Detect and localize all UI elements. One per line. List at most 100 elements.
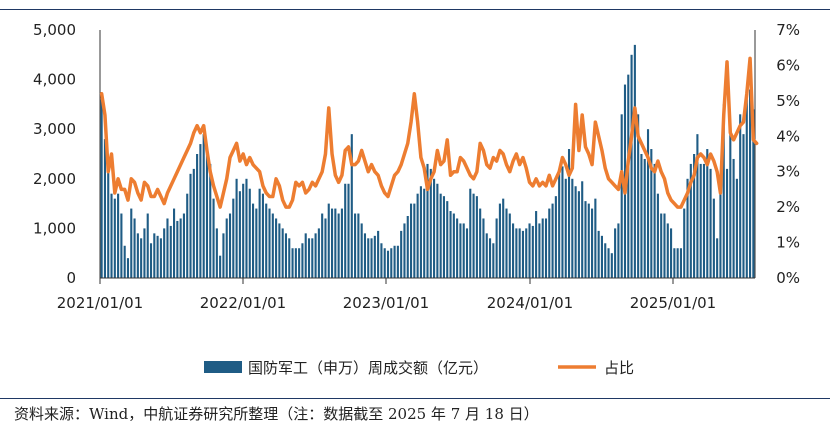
bar-182	[699, 163, 702, 278]
y-right-tick-4: 4%	[776, 127, 800, 145]
bar-180	[693, 154, 696, 278]
bar-51	[268, 208, 271, 278]
bar-138	[554, 196, 557, 278]
bar-80	[363, 233, 367, 278]
share-line	[99, 56, 759, 209]
bar-50	[265, 203, 268, 278]
bar-52	[271, 213, 274, 278]
bar-146	[581, 181, 584, 278]
bar-136	[548, 208, 551, 278]
bar-23	[176, 220, 179, 278]
bar-120	[495, 218, 498, 278]
x-tick-2: 2023/01/01	[343, 294, 429, 312]
bar-105	[446, 201, 449, 278]
bar-179	[689, 163, 692, 278]
bar-122	[502, 198, 505, 278]
bar-144	[574, 186, 577, 278]
bar-142	[567, 149, 571, 278]
bar-134	[541, 218, 544, 278]
bar-177	[683, 208, 686, 278]
bar-118	[488, 238, 492, 278]
bar-173	[670, 228, 673, 278]
bar-157	[617, 223, 620, 278]
bar-155	[610, 253, 613, 278]
bar-151	[597, 230, 600, 278]
bar-55	[281, 228, 284, 278]
bar-162	[633, 44, 636, 278]
bar-75	[347, 183, 350, 278]
bar-94	[409, 203, 413, 278]
bar-185	[709, 168, 712, 278]
bar-17	[156, 235, 159, 278]
y-left-tick-2: 2,000	[33, 170, 76, 188]
bar-77	[354, 213, 357, 278]
bar-76	[350, 134, 353, 278]
y-left-tick-5: 5,000	[33, 21, 76, 39]
bar-25	[182, 213, 185, 278]
bar-20	[166, 218, 169, 278]
bar-86	[383, 248, 386, 278]
bar-169	[656, 193, 659, 278]
bar-69	[327, 203, 330, 278]
bar-72	[337, 213, 340, 278]
bar-79	[360, 223, 363, 278]
bar-172	[666, 223, 669, 278]
bar-158	[620, 114, 623, 278]
bar-95	[413, 203, 416, 278]
bar-196	[745, 99, 748, 278]
y-left-tick-3: 3,000	[33, 120, 76, 138]
bar-178	[686, 178, 689, 278]
bar-191	[729, 129, 732, 278]
bar-98	[423, 188, 426, 278]
bar-107	[452, 213, 455, 278]
legend: 国防军工（申万）周成交额（亿元） 占比	[204, 359, 634, 377]
bar-143	[571, 178, 574, 278]
bar-18	[159, 238, 162, 278]
bar-40	[232, 198, 235, 278]
bar-195	[742, 134, 745, 278]
bar-62	[304, 233, 307, 278]
bar-166	[646, 129, 650, 278]
bar-48	[258, 188, 261, 278]
top-rule	[0, 9, 830, 10]
bar-42	[238, 191, 241, 278]
bar-114	[475, 196, 478, 278]
bar-194	[739, 114, 742, 278]
bar-93	[406, 216, 409, 278]
bar-84	[377, 230, 380, 278]
bar-129	[525, 228, 528, 278]
bar-102	[436, 183, 439, 278]
bar-170	[660, 213, 663, 278]
bar-31	[202, 134, 205, 278]
bar-130	[528, 223, 531, 278]
bar-2	[107, 168, 110, 278]
bar-8	[126, 258, 130, 278]
bar-187	[716, 238, 719, 278]
bar-33	[209, 163, 212, 278]
bar-15	[149, 243, 153, 278]
bar-176	[679, 248, 682, 278]
bar-64	[311, 238, 314, 278]
bar-6	[120, 213, 123, 278]
bar-14	[146, 213, 149, 278]
bar-32	[205, 154, 209, 278]
bar-127	[518, 228, 521, 278]
y-left-tick-1: 1,000	[33, 219, 76, 237]
bar-0	[100, 99, 103, 278]
x-tick-1: 2022/01/01	[200, 294, 286, 312]
bar-104	[442, 196, 446, 278]
bar-54	[278, 223, 281, 278]
bar-109	[459, 223, 462, 278]
bar-73	[340, 208, 343, 278]
axes	[99, 30, 756, 284]
bar-81	[367, 238, 370, 278]
bar-117	[485, 233, 488, 278]
bar-27	[189, 173, 192, 278]
y-right-tick-5: 5%	[776, 92, 800, 110]
bar-4	[113, 198, 116, 278]
bar-186	[712, 198, 715, 278]
bar-59	[294, 248, 297, 278]
bar-22	[173, 208, 176, 278]
legend-label-bar: 国防军工（申万）周成交额（亿元）	[248, 359, 488, 377]
bar-5	[117, 193, 120, 278]
